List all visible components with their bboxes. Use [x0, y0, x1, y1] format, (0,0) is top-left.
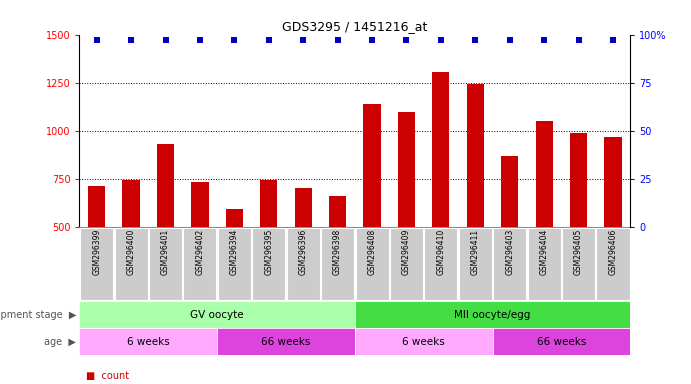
Point	[366, 37, 377, 43]
Text: GSM296401: GSM296401	[161, 229, 170, 275]
Bar	[493, 228, 527, 300]
Point	[435, 37, 446, 43]
Point	[91, 37, 102, 43]
Point	[401, 37, 412, 43]
Text: ■  count: ■ count	[86, 371, 129, 381]
Bar	[79, 301, 355, 328]
Bar	[562, 228, 595, 300]
Text: age  ▶: age ▶	[44, 337, 76, 347]
Bar	[596, 228, 630, 300]
Point	[263, 37, 274, 43]
Title: GDS3295 / 1451216_at: GDS3295 / 1451216_at	[282, 20, 428, 33]
Bar	[605, 137, 622, 227]
Text: GSM296411: GSM296411	[471, 229, 480, 275]
Bar	[252, 228, 285, 300]
Text: GSM296402: GSM296402	[196, 229, 205, 275]
Bar	[501, 157, 518, 227]
Point	[573, 37, 584, 43]
Text: GV oocyte: GV oocyte	[190, 310, 244, 320]
Point	[126, 37, 137, 43]
Point	[298, 37, 309, 43]
Text: MII oocyte/egg: MII oocyte/egg	[454, 310, 531, 320]
Bar	[355, 228, 388, 300]
Bar	[528, 228, 560, 300]
Bar	[433, 72, 449, 227]
Bar	[398, 113, 415, 227]
Bar	[115, 228, 148, 300]
Point	[470, 37, 481, 43]
Point	[332, 37, 343, 43]
Bar	[191, 182, 209, 227]
Bar	[149, 228, 182, 300]
Text: GSM296395: GSM296395	[264, 229, 273, 275]
Text: GSM296400: GSM296400	[126, 229, 135, 275]
Text: GSM296410: GSM296410	[437, 229, 446, 275]
Text: GSM296403: GSM296403	[505, 229, 514, 275]
Text: GSM296404: GSM296404	[540, 229, 549, 275]
Bar	[424, 228, 457, 300]
Bar	[287, 228, 320, 300]
Text: GSM296396: GSM296396	[299, 229, 307, 275]
Text: 6 weeks: 6 weeks	[127, 337, 170, 347]
Bar	[122, 180, 140, 227]
Bar	[355, 328, 493, 355]
Bar	[226, 209, 243, 227]
Bar	[459, 228, 492, 300]
Text: GSM296394: GSM296394	[230, 229, 239, 275]
Bar	[363, 104, 381, 227]
Bar	[570, 134, 587, 227]
Bar	[294, 188, 312, 227]
Bar	[536, 121, 553, 227]
Bar	[390, 228, 423, 300]
Point	[607, 37, 618, 43]
Point	[194, 37, 205, 43]
Text: 66 weeks: 66 weeks	[537, 337, 586, 347]
Point	[160, 37, 171, 43]
Bar	[466, 84, 484, 227]
Bar	[157, 144, 174, 227]
Bar	[183, 228, 216, 300]
Text: GSM296409: GSM296409	[402, 229, 411, 275]
Bar	[88, 186, 105, 227]
Text: GSM296406: GSM296406	[609, 229, 618, 275]
Bar	[329, 196, 346, 227]
Bar	[493, 328, 630, 355]
Bar	[261, 180, 277, 227]
Text: 66 weeks: 66 weeks	[261, 337, 311, 347]
Point	[504, 37, 515, 43]
Bar	[218, 228, 251, 300]
Text: 6 weeks: 6 weeks	[402, 337, 445, 347]
Text: GSM296399: GSM296399	[92, 229, 101, 275]
Text: GSM296398: GSM296398	[333, 229, 342, 275]
Bar	[321, 228, 354, 300]
Bar	[80, 228, 113, 300]
Bar	[79, 328, 217, 355]
Point	[538, 37, 549, 43]
Bar	[217, 328, 355, 355]
Point	[229, 37, 240, 43]
Bar	[355, 301, 630, 328]
Text: development stage  ▶: development stage ▶	[0, 310, 76, 320]
Text: GSM296405: GSM296405	[574, 229, 583, 275]
Text: GSM296408: GSM296408	[368, 229, 377, 275]
